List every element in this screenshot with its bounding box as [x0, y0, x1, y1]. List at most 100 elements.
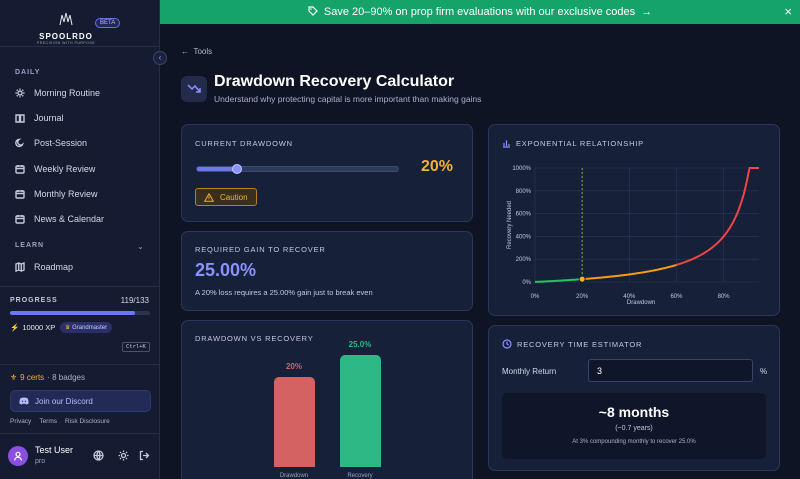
learn-section-label: LEARN	[15, 242, 45, 249]
series-line-low	[534, 278, 583, 283]
x-tick-label: 80%	[718, 294, 731, 300]
sidebar-item-label: Morning Routine	[34, 88, 101, 98]
x-tick-label: 40%	[623, 294, 636, 300]
sidebar-item-journal[interactable]: Journal	[15, 110, 150, 126]
drawdown-bar-name: Drawdown	[279, 473, 309, 479]
sidebar-item-label: Monthly Review	[34, 189, 98, 199]
sidebar-item-label: Weekly Review	[34, 164, 96, 174]
series-line-mid	[582, 263, 677, 281]
card-heading: RECOVERY TIME ESTIMATOR	[517, 340, 643, 349]
sidebar-item-post-session[interactable]: Post-Session	[15, 135, 150, 151]
drawdown-bar	[274, 377, 315, 467]
main-content: ← Tools Drawdown Recovery Calculator Und…	[161, 24, 800, 479]
status-badge-label: Caution	[220, 192, 248, 202]
certs-summary[interactable]: ⚜ 9 certs · 8 badges	[10, 373, 85, 382]
calendar-icon	[15, 190, 25, 199]
award-icon: ⚜	[10, 373, 18, 382]
logo-name: SPOOLRDO	[39, 32, 93, 41]
beta-badge: BETA	[95, 18, 121, 28]
clock-icon	[502, 339, 512, 349]
drawdown-slider[interactable]	[196, 164, 399, 174]
status-badge: Caution	[195, 188, 257, 206]
terms-link[interactable]: Terms	[39, 418, 58, 425]
user-plan: pro	[35, 458, 46, 465]
required-gain-value: 25.00%	[195, 260, 257, 280]
x-tick-label: 60%	[670, 294, 683, 300]
x-tick-label: 20%	[576, 294, 589, 300]
required-gain-card: REQUIRED GAIN TO RECOVER 25.00% A 20% lo…	[181, 231, 473, 311]
calendar-icon	[15, 165, 25, 174]
logo-tagline: PRECISION WITH PURPOSE	[36, 41, 96, 45]
progress-label: PROGRESS	[10, 297, 58, 304]
command-shortcut[interactable]: Ctrl+K	[122, 342, 150, 352]
marker-point	[578, 275, 586, 283]
exponential-chart: 0% 200% 400% 600% 800% 1000% 0% 20% 40% 60% 80% Dra…	[507, 166, 759, 306]
moon-icon	[15, 138, 25, 148]
sidebar-item-morning-routine[interactable]: Morning Routine	[15, 85, 150, 101]
y-tick-label: 200%	[516, 257, 532, 263]
y-tick-label: 800%	[516, 189, 532, 195]
card-heading: DRAWDOWN VS RECOVERY	[195, 334, 314, 343]
badges-count: · 8 badges	[47, 373, 85, 382]
recovery-time-card: RECOVERY TIME ESTIMATOR Monthly Return %…	[488, 325, 780, 471]
globe-icon[interactable]	[93, 450, 104, 461]
avatar[interactable]	[8, 446, 28, 466]
discord-label: Join our Discord	[35, 396, 93, 406]
bar-chart: 20% 25.0% Drawdown Recovery	[182, 321, 472, 479]
sidebar-item-roadmap[interactable]: Roadmap	[15, 259, 150, 275]
sun-icon[interactable]	[118, 450, 129, 461]
monthly-return-input[interactable]	[588, 359, 753, 382]
logout-icon[interactable]	[139, 450, 150, 461]
card-heading: REQUIRED GAIN TO RECOVER	[195, 245, 326, 254]
calendar-icon	[15, 215, 25, 224]
sidebar-item-monthly-review[interactable]: Monthly Review	[15, 186, 150, 202]
arrow-right-icon: →	[641, 6, 653, 18]
trending-down-icon	[181, 76, 207, 102]
user-icon	[13, 451, 23, 461]
sidebar-item-weekly-review[interactable]: Weekly Review	[15, 161, 150, 177]
logo[interactable]: SPOOLRDO PRECISION WITH PURPOSE	[36, 12, 96, 45]
user-name: Test User	[35, 445, 74, 455]
daily-section-label: DAILY	[15, 69, 41, 76]
back-label: Tools	[193, 47, 213, 56]
y-tick-label: 0%	[522, 280, 531, 286]
warning-icon	[204, 192, 214, 202]
discord-icon	[19, 397, 29, 405]
page-subtitle: Understand why protecting capital is mor…	[214, 94, 482, 104]
chevron-down-icon[interactable]: ⌄	[137, 242, 144, 251]
divider	[0, 433, 160, 434]
divider	[0, 46, 160, 47]
privacy-link[interactable]: Privacy	[10, 418, 32, 425]
series-line-high	[676, 167, 759, 266]
banner-text[interactable]: Save 20–90% on prop firm evaluations wit…	[323, 6, 636, 18]
required-gain-note: A 20% loss requires a 25.00% gain just t…	[195, 288, 373, 297]
recovery-estimate-box: ~8 months (~0.7 years) At 3% compounding…	[502, 393, 766, 459]
progress-bar	[10, 311, 150, 315]
divider	[0, 286, 160, 287]
slider-thumb[interactable]	[232, 164, 243, 174]
back-link[interactable]: ← Tools	[181, 47, 212, 56]
sidebar: SPOOLRDO PRECISION WITH PURPOSE BETA DAI…	[0, 0, 160, 479]
book-icon	[15, 114, 25, 123]
risk-disclosure-link[interactable]: Risk Disclosure	[65, 418, 110, 425]
sidebar-item-news-calendar[interactable]: News & Calendar	[15, 211, 150, 227]
bolt-icon: ⚡	[10, 323, 20, 332]
y-axis-label: Recovery Needed	[507, 201, 513, 249]
close-icon[interactable]: ×	[784, 4, 792, 19]
y-tick-label: 400%	[516, 234, 532, 240]
promo-banner[interactable]: Save 20–90% on prop firm evaluations wit…	[160, 0, 800, 24]
card-heading: EXPONENTIAL RELATIONSHIP	[516, 139, 644, 148]
percent-unit: %	[760, 367, 768, 376]
recovery-bar-label: 25.0%	[348, 340, 372, 349]
map-icon	[15, 262, 25, 272]
discord-button[interactable]: Join our Discord	[10, 390, 151, 412]
recovery-bar	[340, 355, 381, 467]
x-tick-label: 0%	[531, 294, 540, 300]
current-drawdown-card: CURRENT DRAWDOWN 20% Caution	[181, 124, 473, 222]
collapse-sidebar-button[interactable]: ‹	[153, 51, 167, 65]
arrow-left-icon: ←	[181, 47, 189, 56]
x-axis-label: Drawdown	[627, 300, 655, 306]
sidebar-item-label: News & Calendar	[34, 214, 105, 224]
y-tick-label: 1000%	[512, 166, 531, 172]
monthly-return-label: Monthly Return	[502, 367, 557, 376]
